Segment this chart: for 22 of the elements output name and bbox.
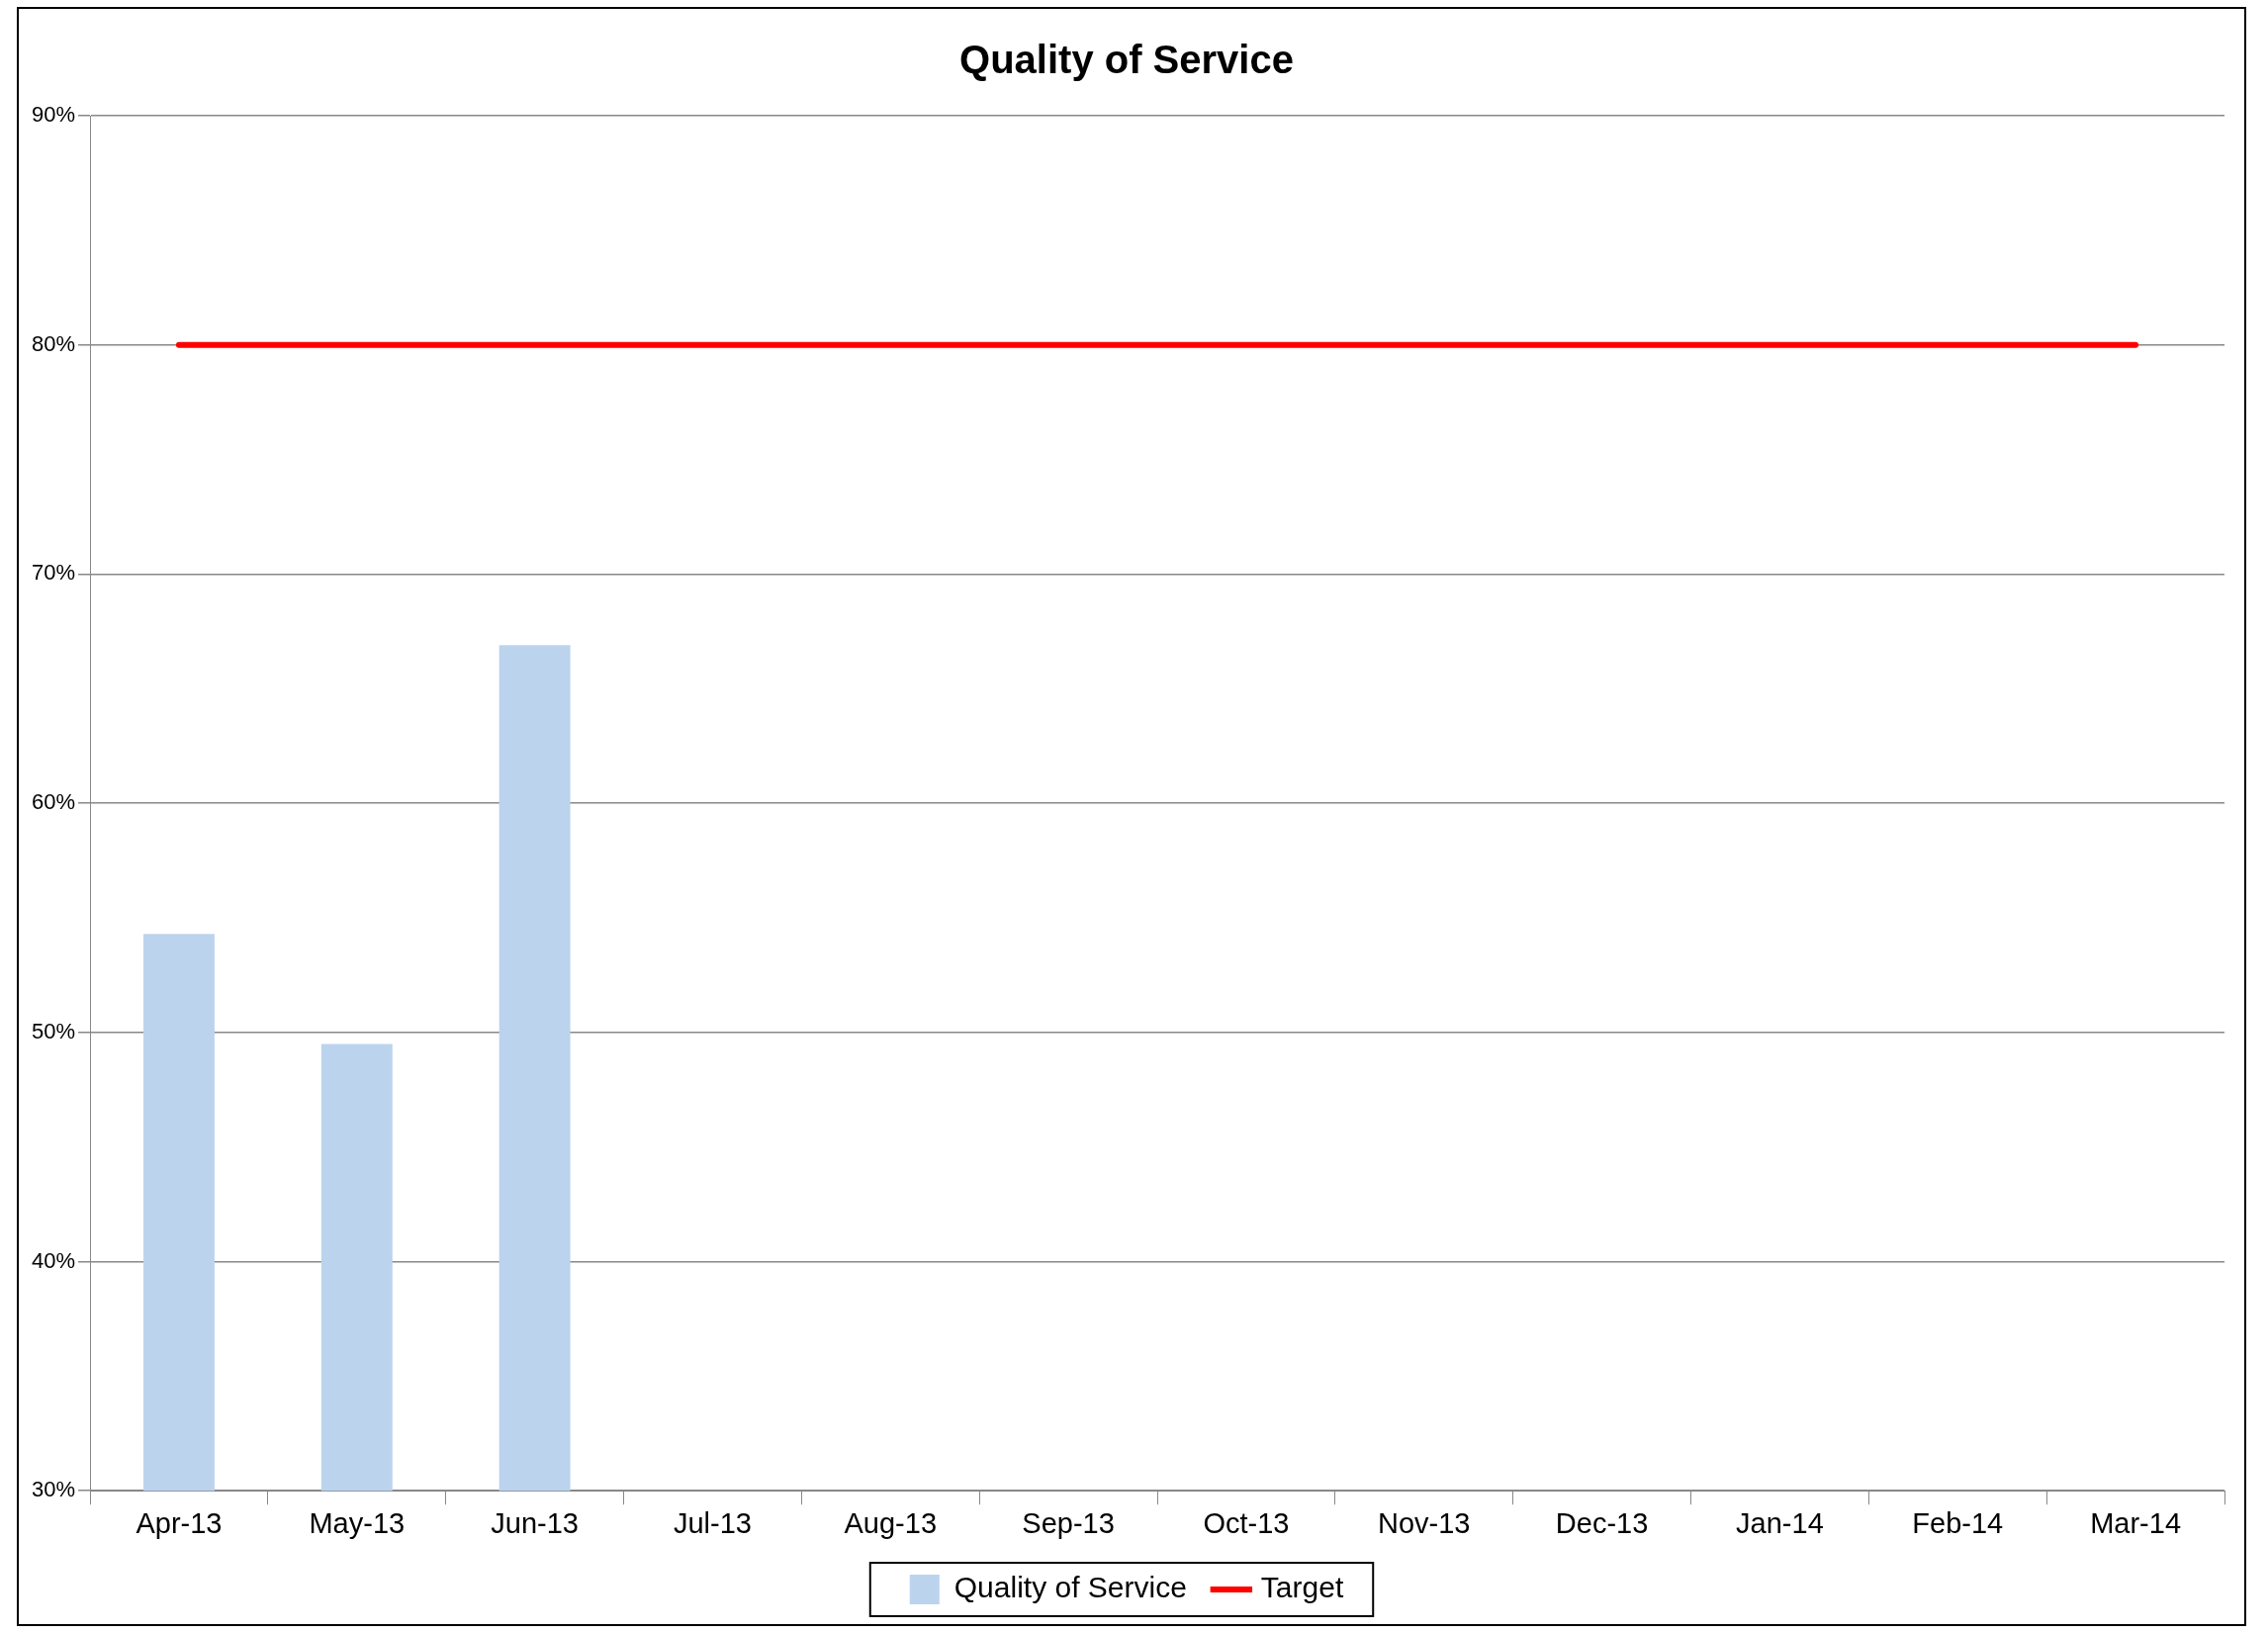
x-tick-label: Dec-13 [1555,1506,1649,1539]
x-tick-label: Jan-14 [1736,1506,1824,1539]
x-tick-label: May-13 [309,1506,406,1539]
y-tick-label: 70% [31,560,76,586]
x-tick-label: Oct-13 [1203,1506,1290,1539]
x-tick-label: Nov-13 [1378,1506,1471,1539]
y-tick-label: 90% [31,102,76,128]
legend-label: Target [1260,1571,1344,1604]
chart-title: Quality of Service [959,38,1294,82]
legend-label: Quality of Service [953,1571,1187,1604]
y-tick-label: 30% [31,1477,76,1502]
x-tick-label: Jul-13 [673,1506,752,1539]
x-tick-label: Feb-14 [1912,1506,2004,1539]
x-tick-label: Sep-13 [1022,1506,1115,1539]
y-tick-label: 40% [31,1247,76,1273]
x-tick-label: Mar-14 [2090,1506,2182,1539]
y-tick-label: 60% [31,789,76,815]
y-tick-label: 80% [31,330,76,356]
x-tick-label: Jun-13 [491,1506,579,1539]
x-tick-label: Apr-13 [136,1506,223,1539]
y-tick-label: 50% [31,1018,76,1043]
x-tick-label: Aug-13 [844,1506,938,1539]
